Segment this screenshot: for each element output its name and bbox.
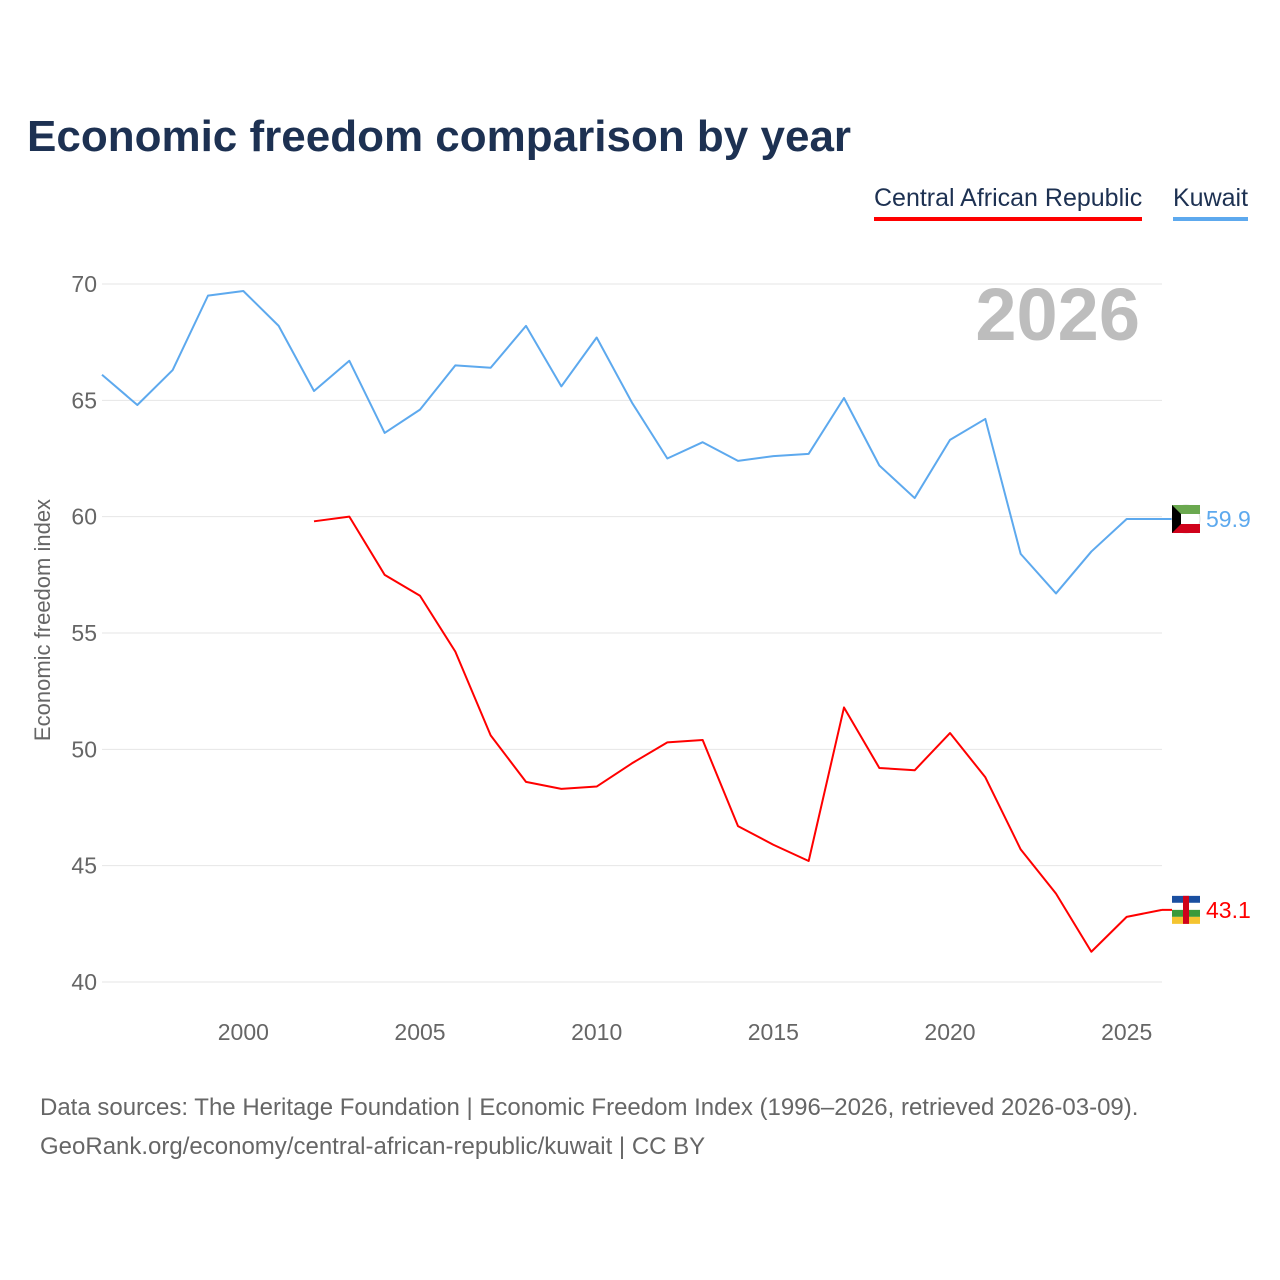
x-tick-label: 2015 (748, 1019, 799, 1045)
data-point-kuwait (841, 395, 847, 401)
data-point-kuwait (806, 451, 812, 457)
data-point-kuwait (629, 400, 635, 406)
data-point-kuwait (912, 495, 918, 501)
data-point-kuwait (382, 430, 388, 436)
x-tick-label: 2005 (394, 1019, 445, 1045)
data-point-central-african-republic (700, 737, 706, 743)
series-line-kuwait (101, 289, 1162, 595)
x-tick-label: 2020 (924, 1019, 975, 1045)
data-point-central-african-republic (735, 823, 741, 829)
data-point-central-african-republic (770, 842, 776, 848)
data-point-kuwait (982, 416, 988, 422)
y-tick-label: 40 (71, 969, 97, 995)
x-tick-label: 2010 (571, 1019, 622, 1045)
y-tick-label: 60 (71, 504, 97, 530)
y-axis-label: Economic freedom index (30, 499, 55, 741)
data-point-kuwait (205, 293, 211, 299)
kuwait-flag-stripe (1172, 504, 1181, 533)
data-point-kuwait (99, 372, 105, 378)
y-tick-label: 50 (71, 736, 97, 762)
data-point-kuwait (417, 407, 423, 413)
data-point-kuwait (346, 358, 352, 364)
data-point-kuwait (594, 335, 600, 341)
y-tick-label: 45 (71, 853, 97, 879)
data-point-central-african-republic (1124, 914, 1130, 920)
data-point-central-african-republic (594, 784, 600, 790)
data-point-kuwait (523, 323, 529, 329)
data-point-kuwait (1053, 590, 1059, 596)
source-line-1: Data sources: The Heritage Foundation | … (40, 1094, 1139, 1121)
data-point-central-african-republic (311, 518, 317, 524)
x-tick-label: 2000 (218, 1019, 269, 1045)
data-point-kuwait (700, 439, 706, 445)
data-point-kuwait (770, 453, 776, 459)
data-point-kuwait (1088, 549, 1094, 555)
x-tick-label: 2025 (1101, 1019, 1152, 1045)
series-line-central-african-republic (313, 515, 1163, 953)
data-point-kuwait (876, 462, 882, 468)
legend-item-kuwait[interactable]: Kuwait (1173, 184, 1249, 221)
end-value-label-kuwait: 59.9 (1206, 506, 1251, 532)
data-point-kuwait (488, 365, 494, 371)
car-flag-icon (1183, 895, 1189, 924)
data-point-central-african-republic (664, 739, 670, 745)
data-point-central-african-republic (523, 779, 529, 785)
data-point-central-african-republic (1053, 891, 1059, 897)
data-point-central-african-republic (982, 774, 988, 780)
data-point-kuwait (134, 402, 140, 408)
data-point-central-african-republic (1088, 949, 1094, 955)
data-point-kuwait (276, 323, 282, 329)
kuwait-flag-stripe (1172, 523, 1200, 533)
data-point-central-african-republic (629, 760, 635, 766)
data-point-kuwait (735, 458, 741, 464)
year-watermark: 2026 (975, 273, 1140, 356)
data-point-central-african-republic (488, 732, 494, 738)
kuwait-flag-stripe (1172, 504, 1200, 514)
data-point-central-african-republic (912, 767, 918, 773)
y-tick-label: 65 (71, 387, 97, 413)
data-point-central-african-republic (452, 649, 458, 655)
data-point-central-african-republic (947, 730, 953, 736)
data-point-kuwait (240, 288, 246, 294)
data-point-kuwait (947, 437, 953, 443)
source-note: Data sources: The Heritage Foundation | … (40, 1088, 1138, 1166)
data-point-kuwait (452, 362, 458, 368)
data-point-kuwait (311, 388, 317, 394)
y-tick-label: 55 (71, 620, 97, 646)
data-point-kuwait (1124, 516, 1130, 522)
data-point-central-african-republic (346, 514, 352, 520)
legend-item-central-african-republic[interactable]: Central African Republic (874, 184, 1143, 221)
data-point-central-african-republic (417, 593, 423, 599)
data-point-kuwait (1018, 551, 1024, 557)
chart-title: Economic freedom comparison by year (27, 112, 852, 161)
data-point-central-african-republic (558, 786, 564, 792)
data-point-central-african-republic (806, 858, 812, 864)
source-line-2: GeoRank.org/economy/central-african-repu… (40, 1133, 706, 1160)
y-tick-label: 70 (71, 271, 97, 297)
data-point-central-african-republic (1018, 846, 1024, 852)
data-point-kuwait (170, 367, 176, 373)
data-point-kuwait (664, 456, 670, 462)
data-point-central-african-republic (382, 572, 388, 578)
end-value-label-central-african-republic: 43.1 (1206, 897, 1251, 923)
data-point-central-african-republic (841, 704, 847, 710)
data-point-central-african-republic (876, 765, 882, 771)
data-point-kuwait (558, 383, 564, 389)
